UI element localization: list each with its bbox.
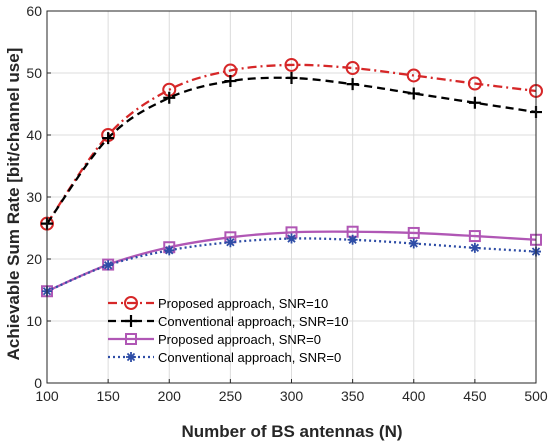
data-point	[102, 132, 115, 145]
x-tick-label: 400	[402, 388, 426, 404]
y-tick-label: 60	[26, 3, 42, 19]
y-axis-ticks: 0 10 20 30 40 50 60	[26, 3, 51, 391]
x-tick-label: 350	[341, 388, 365, 404]
legend-label: Conventional approach, SNR=0	[158, 350, 341, 365]
data-point	[408, 238, 419, 249]
x-tick-label: 250	[219, 388, 243, 404]
data-point	[345, 61, 360, 76]
data-point	[407, 226, 420, 239]
data-point	[225, 237, 236, 248]
data-point	[468, 96, 481, 109]
series-1	[40, 57, 543, 231]
data-point	[163, 91, 176, 104]
x-tick-label: 150	[96, 388, 120, 404]
legend-marker	[125, 315, 137, 327]
y-tick-label: 20	[26, 251, 42, 267]
data-point	[286, 233, 297, 244]
x-tick-label: 100	[35, 388, 59, 404]
series-line	[46, 63, 537, 225]
data-point	[347, 234, 358, 245]
series-line	[46, 230, 537, 293]
data-point	[407, 87, 420, 100]
x-tick-label: 300	[280, 388, 304, 404]
y-tick-label: 40	[26, 127, 42, 143]
series-line	[46, 237, 537, 293]
x-tick-label: 200	[158, 388, 182, 404]
series-3	[41, 225, 542, 298]
legend-label: Proposed approach, SNR=0	[158, 332, 321, 347]
y-tick-label: 0	[34, 375, 42, 391]
data-point	[468, 230, 481, 243]
x-axis-ticks: 100 150 200 250 300 350 400 450 500	[35, 379, 548, 404]
y-axis-label: Achievable Sum Rate [bit/channel use]	[4, 48, 23, 361]
legend: Proposed approach, SNR=10 Conventional ap…	[108, 296, 348, 365]
legend-item: Conventional approach, SNR=0	[108, 350, 341, 365]
legend-marker	[126, 352, 136, 362]
legend-item: Conventional approach, SNR=10	[108, 314, 348, 329]
legend-item: Proposed approach, SNR=0	[108, 332, 321, 347]
legend-marker	[124, 296, 138, 310]
data-point	[224, 75, 237, 88]
data-point	[406, 68, 421, 83]
data-point	[346, 78, 359, 91]
y-tick-label: 50	[26, 65, 42, 81]
y-tick-label: 10	[26, 313, 42, 329]
y-tick-label: 30	[26, 189, 42, 205]
data-point	[469, 242, 480, 253]
legend-marker	[125, 333, 137, 345]
legend-label: Proposed approach, SNR=10	[158, 296, 328, 311]
data-point	[467, 76, 482, 91]
data-point	[103, 260, 114, 271]
data-point	[164, 245, 175, 256]
legend-item: Proposed approach, SNR=10	[108, 296, 328, 311]
data-point	[284, 57, 299, 72]
x-axis-label: Number of BS antennas (N)	[181, 422, 402, 441]
x-tick-label: 450	[463, 388, 487, 404]
data-point	[285, 71, 298, 84]
x-tick-label: 500	[524, 388, 548, 404]
legend-label: Conventional approach, SNR=10	[158, 314, 348, 329]
